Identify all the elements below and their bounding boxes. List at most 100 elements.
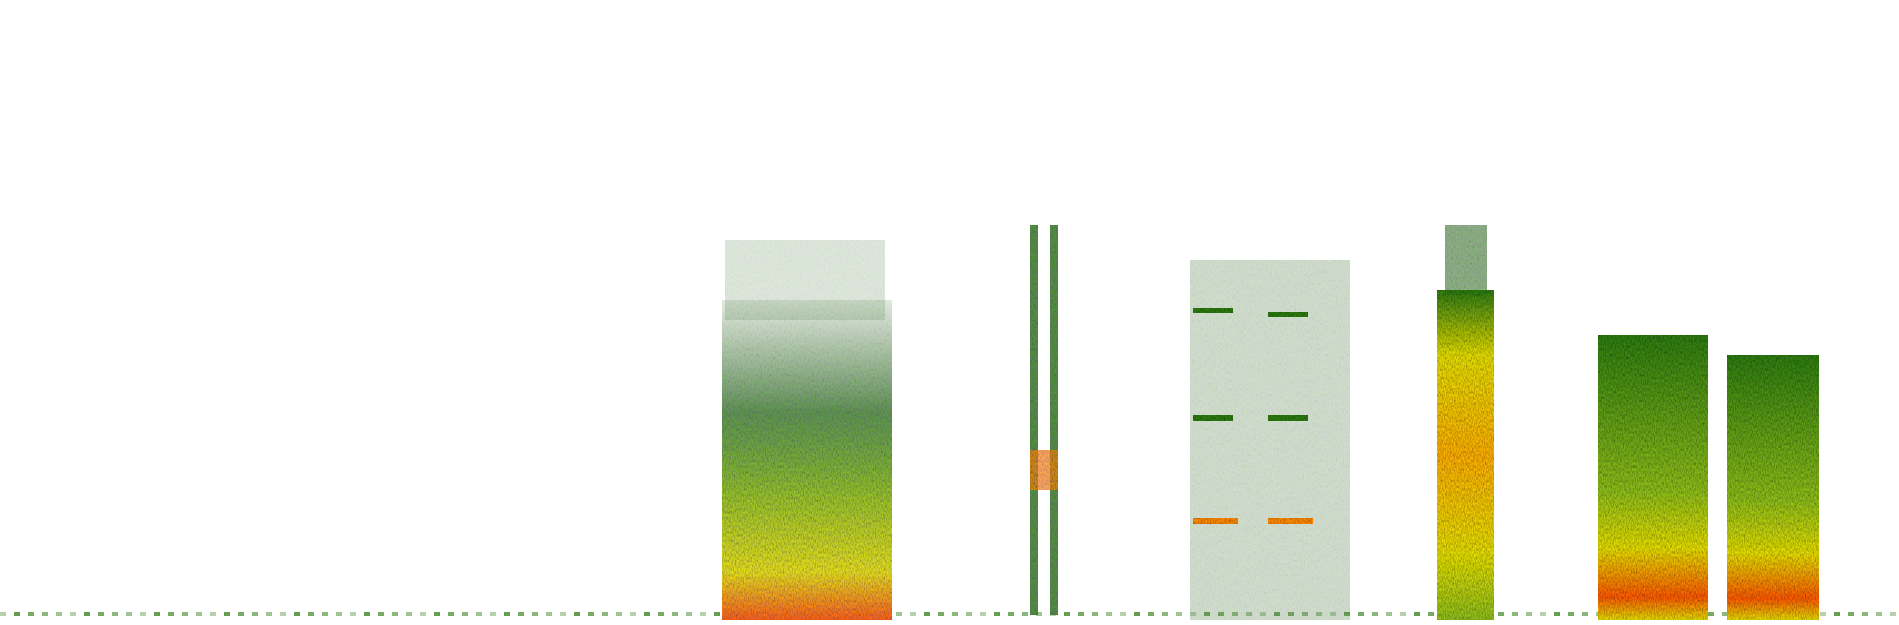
baseline-dot [28,612,34,616]
baseline-dot [630,612,636,616]
baseline-dot [490,612,496,616]
baseline-dot [1134,612,1140,616]
baseline-dot [56,612,62,616]
baseline-dot [1036,612,1042,616]
baseline-dot [1428,612,1434,616]
baseline-dot [658,612,664,616]
baseline-dot [1106,612,1112,616]
baseline-dot [1078,612,1084,616]
sound-block [1727,355,1819,620]
sound-block [722,300,892,620]
sound-column-hot [1030,450,1058,490]
baseline-dot [1064,612,1070,616]
baseline-dot [252,612,258,616]
baseline-dot [560,612,566,616]
baseline-dot [1820,612,1826,616]
baseline-dot [966,612,972,616]
baseline-dot [1708,612,1714,616]
baseline-dot [420,612,426,616]
baseline-dot [616,612,622,616]
baseline-dot [714,612,720,616]
tone-line [1268,415,1308,421]
baseline-dot [896,612,902,616]
baseline-dot [994,612,1000,616]
baseline-dot [238,612,244,616]
baseline-dot [1092,612,1098,616]
baseline-dot [280,612,286,616]
baseline-dot [224,612,230,616]
baseline-dot [1176,612,1182,616]
baseline-dot [434,612,440,616]
baseline-dot [924,612,930,616]
baseline-dot [686,612,692,616]
baseline-dot [1008,612,1014,616]
baseline-dot [196,612,202,616]
baseline-dot [1862,612,1868,616]
baseline-dot [574,612,580,616]
baseline-dot [84,612,90,616]
sound-block [1598,335,1708,620]
baseline-dot [1890,612,1896,616]
baseline-dot [154,612,160,616]
tone-line [1193,308,1233,313]
baseline-dot [938,612,944,616]
baseline-dot [294,612,300,616]
baseline-dot [980,612,986,616]
tone-line [1193,415,1233,421]
baseline-dot [1498,612,1504,616]
baseline-dot [378,612,384,616]
baseline-dot [1372,612,1378,616]
baseline-dot [518,612,524,616]
baseline-dot [1876,612,1882,616]
baseline-dot [392,612,398,616]
baseline-dot [1414,612,1420,616]
baseline-dot [952,612,958,616]
baseline-dot [602,612,608,616]
baseline-dot [364,612,370,616]
baseline-dot [182,612,188,616]
baseline-dot [588,612,594,616]
baseline-dot [476,612,482,616]
baseline-dot [504,612,510,616]
baseline-dot [672,612,678,616]
baseline-dot [1120,612,1126,616]
baseline-dot [168,612,174,616]
tone-line [1268,312,1308,317]
tone-line-hot [1268,518,1313,524]
baseline-dot [1848,612,1854,616]
baseline-dot [1834,612,1840,616]
baseline-dot [42,612,48,616]
baseline-dot [140,612,146,616]
baseline-dot [266,612,272,616]
baseline-dot [910,612,916,616]
baseline-dot [1148,612,1154,616]
baseline-dot [126,612,132,616]
baseline-dot [1526,612,1532,616]
baseline-dot [1540,612,1546,616]
baseline-dot [14,612,20,616]
sound-column-wide [1437,290,1494,620]
baseline-dot [210,612,216,616]
baseline-dot [322,612,328,616]
sound-block-haze [725,240,885,320]
sound-column [1050,225,1058,615]
baseline-dot [406,612,412,616]
baseline-dot [1400,612,1406,616]
baseline-dot [1512,612,1518,616]
sound-blocks [722,225,1819,620]
baseline-dot [1582,612,1588,616]
baseline-dot [336,612,342,616]
tone-line-hot [1193,518,1238,524]
baseline-dot [546,612,552,616]
baseline-dot [308,612,314,616]
baseline-dot [1554,612,1560,616]
baseline-dot [1022,612,1028,616]
baseline-dot [532,612,538,616]
baseline-dot [112,612,118,616]
baseline-dot [70,612,76,616]
baseline-dot [700,612,706,616]
baseline-dot [98,612,104,616]
baseline-dot [0,612,6,616]
baseline-dot [1358,612,1364,616]
baseline-dot [462,612,468,616]
